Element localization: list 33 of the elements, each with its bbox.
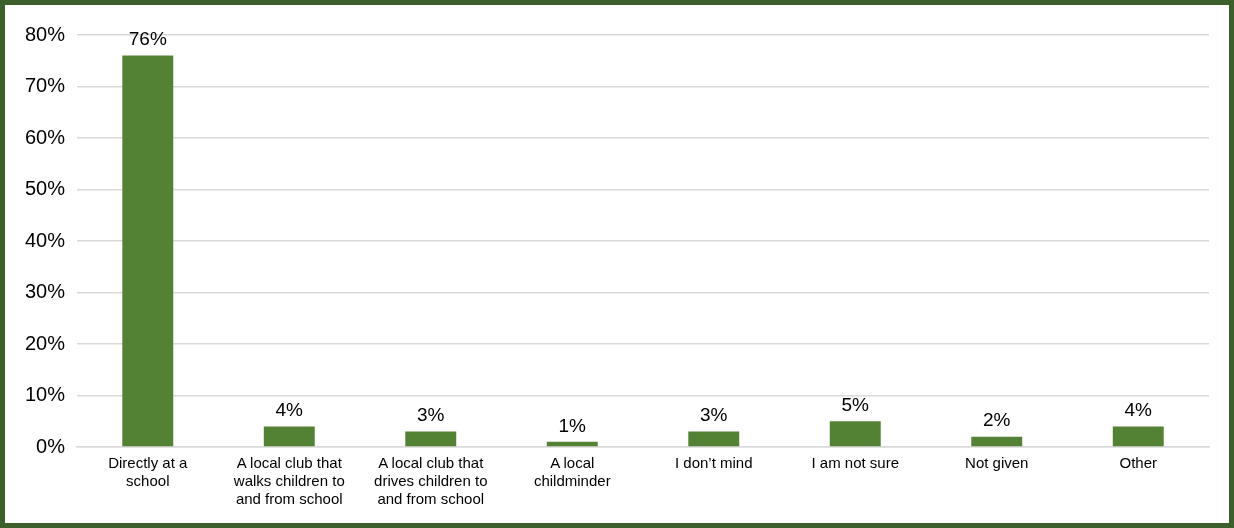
y-tick-label: 60% (25, 125, 66, 148)
data-label: 4% (275, 399, 304, 421)
y-tick-label: 50% (25, 177, 66, 200)
data-label: 4% (1124, 399, 1153, 421)
data-label: 2% (983, 409, 1011, 431)
y-tick-label: 70% (25, 74, 66, 97)
bar (829, 421, 881, 447)
bar (405, 431, 457, 447)
x-tick-label: I am not sure (811, 454, 900, 472)
bar (971, 436, 1023, 447)
x-tick-label: Not given (965, 454, 1029, 472)
y-tick-label: 0% (36, 434, 66, 457)
x-tick-label: Other (1119, 454, 1158, 472)
x-tick-label: Directly at a school (108, 454, 189, 490)
bar (546, 441, 598, 447)
bar (122, 55, 174, 447)
x-tick-label: A local childminder (533, 454, 611, 490)
data-label: 5% (841, 393, 870, 415)
x-tick-label: A local club that walks children to and from school (232, 454, 345, 508)
bar (263, 426, 315, 447)
x-tick-label: A local club that drives children to and from school (374, 454, 488, 508)
y-tick-label: 40% (25, 228, 66, 251)
y-tick-label: 80% (25, 22, 66, 45)
y-tick-label: 10% (25, 383, 66, 406)
data-label: 1% (558, 414, 587, 436)
y-tick-label: 20% (25, 331, 66, 354)
bar (1112, 426, 1164, 447)
bar (688, 431, 740, 447)
x-tick-label: I don’t mind (674, 454, 753, 472)
data-label: 3% (700, 404, 728, 426)
data-label: 76% (128, 28, 167, 50)
data-label: 3% (417, 404, 445, 426)
y-tick-label: 30% (25, 280, 66, 303)
